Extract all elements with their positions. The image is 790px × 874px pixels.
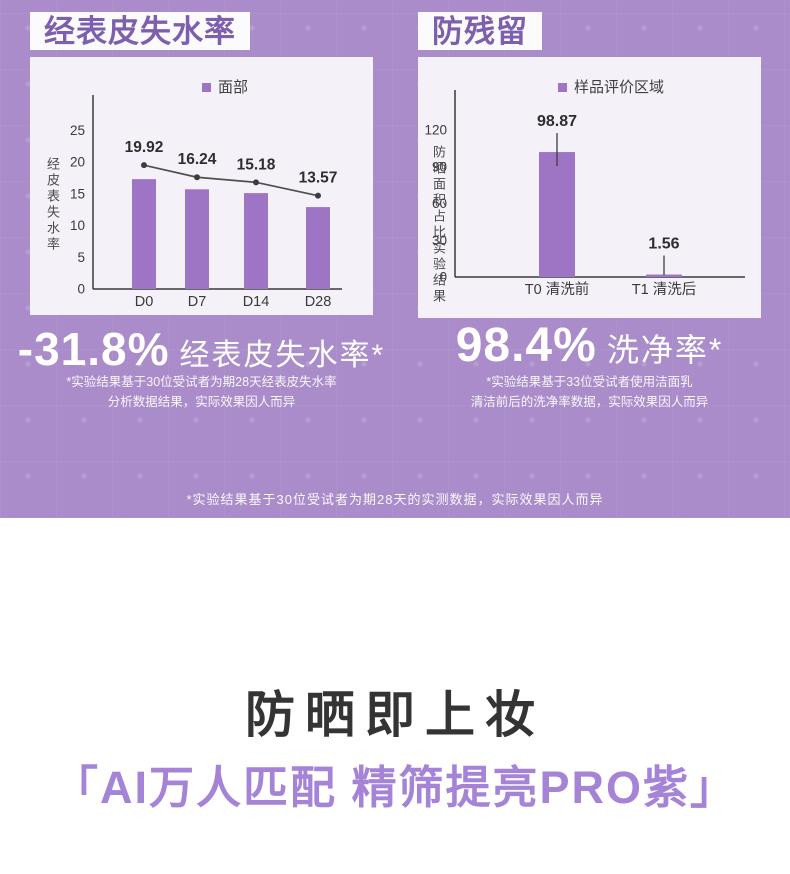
right-footnote: *实验结果基于33位受试者使用洁面乳 清洁前后的洗净率数据，实际效果因人而异 [418,372,761,412]
svg-text:13.57: 13.57 [299,170,338,187]
svg-text:30: 30 [432,233,447,248]
svg-text:样品评价区域: 样品评价区域 [574,79,664,96]
svg-text:19.92: 19.92 [125,139,164,156]
right-stat-value: 98.4% [455,319,597,372]
left-stat: -31.8% 经表皮失水率* [18,322,383,376]
left-stat-value: -31.8% [17,323,170,375]
svg-text:D28: D28 [305,294,332,310]
right-chart-card: 样品评价区域 0 30 60 90 120 T0 清洗前 T1 清洗后 98.87 1.56 防晒… [418,57,761,318]
svg-text:16.24: 16.24 [178,151,217,168]
svg-text:10: 10 [70,218,85,233]
right-chart-y-axis-label: 防晒面积占比实验结果 [431,145,446,305]
left-chart-y-axis-label: 经皮表失水率 [45,157,60,253]
svg-text:15.18: 15.18 [237,156,276,173]
svg-text:T0 清洗前: T0 清洗前 [525,281,589,298]
svg-text:90: 90 [432,159,447,174]
svg-text:T1 清洗后: T1 清洗后 [632,281,696,298]
headline-title: 防晒即上妆 [245,687,545,743]
left-footnote-line1: *实验结果基于30位受试者为期28天经表皮失水率 [66,375,337,389]
svg-text:D7: D7 [188,294,207,310]
right-stat-label: 洗净率* [606,332,724,368]
left-footnote: *实验结果基于30位受试者为期28天经表皮失水率 分析数据结果，实际效果因人而异 [30,372,373,412]
right-footnote-line2: 清洁前后的洗净率数据，实际效果因人而异 [470,395,709,409]
left-chart-svg: 面部 0 5 10 15 20 25 D0 D7 D14 D28 19.92 16.24 15.18 13.… [70,79,342,310]
svg-text:25: 25 [70,123,85,138]
svg-text:1.56: 1.56 [648,236,679,253]
svg-text:D14: D14 [243,294,270,310]
left-stat-label: 经表皮失水率* [179,339,386,372]
section-footnote: *实验结果基于30位受试者为期28天的实测数据，实际效果因人而异 [186,492,604,507]
svg-text:60: 60 [432,196,447,211]
right-chart-svg: 样品评价区域 0 30 60 90 120 T0 清洗前 T1 清洗后 98.87 1.56 [424,79,745,298]
headline-subtitle: 「AI万人匹配 精筛提亮PRO紫」 [52,762,738,813]
right-stat: 98.4% 洗净率* [418,318,761,373]
svg-text:20: 20 [70,155,85,170]
left-chart-title-badge: 经表皮失水率 [30,12,250,50]
svg-text:D0: D0 [135,294,154,310]
svg-text:面部: 面部 [218,79,248,96]
svg-text:0: 0 [77,282,85,297]
headline-section: 防晒即上妆 「AI万人匹配 精筛提亮PRO紫」 [0,518,790,874]
right-footnote-line1: *实验结果基于33位受试者使用洁面乳 [486,375,693,389]
svg-text:5: 5 [77,250,85,265]
svg-text:120: 120 [424,123,447,138]
right-chart-title-badge: 防残留 [418,12,542,50]
stats-section: 经表皮失水率 防残留 面部 0 5 10 15 20 25 D0 D7 D14 D28 19.92 16… [0,0,790,518]
left-chart-card: 面部 0 5 10 15 20 25 D0 D7 D14 D28 19.92 16.24 15.18 13.… [30,57,373,315]
svg-text:15: 15 [70,186,85,201]
svg-text:98.87: 98.87 [537,113,577,130]
svg-text:0: 0 [439,270,447,285]
left-footnote-line2: 分析数据结果，实际效果因人而异 [107,395,296,409]
